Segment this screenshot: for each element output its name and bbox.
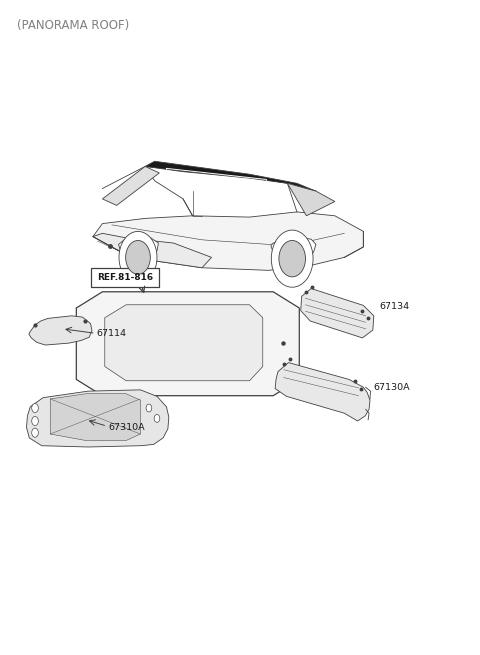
Polygon shape xyxy=(288,183,335,215)
Polygon shape xyxy=(102,166,159,206)
Polygon shape xyxy=(119,235,158,263)
Polygon shape xyxy=(93,233,212,268)
Circle shape xyxy=(126,240,150,274)
Circle shape xyxy=(154,415,160,422)
Polygon shape xyxy=(145,161,316,191)
Circle shape xyxy=(271,230,313,288)
Text: (PANORAMA ROOF): (PANORAMA ROOF) xyxy=(17,19,129,32)
Polygon shape xyxy=(93,212,363,271)
Circle shape xyxy=(119,231,157,284)
Text: 67130A: 67130A xyxy=(374,383,410,392)
Text: 67114: 67114 xyxy=(96,329,127,339)
Text: 67310A: 67310A xyxy=(108,423,145,432)
Polygon shape xyxy=(50,394,140,441)
Polygon shape xyxy=(29,316,92,345)
FancyBboxPatch shape xyxy=(91,269,159,288)
Polygon shape xyxy=(271,236,316,264)
Polygon shape xyxy=(76,291,300,396)
Text: 67134: 67134 xyxy=(379,302,409,311)
Circle shape xyxy=(32,428,38,438)
Polygon shape xyxy=(275,363,370,421)
Polygon shape xyxy=(26,390,169,447)
Circle shape xyxy=(32,403,38,413)
Circle shape xyxy=(279,240,305,277)
Circle shape xyxy=(146,404,152,412)
Text: REF.81-816: REF.81-816 xyxy=(96,273,153,282)
Polygon shape xyxy=(301,289,374,338)
Polygon shape xyxy=(105,305,263,381)
Circle shape xyxy=(32,417,38,426)
